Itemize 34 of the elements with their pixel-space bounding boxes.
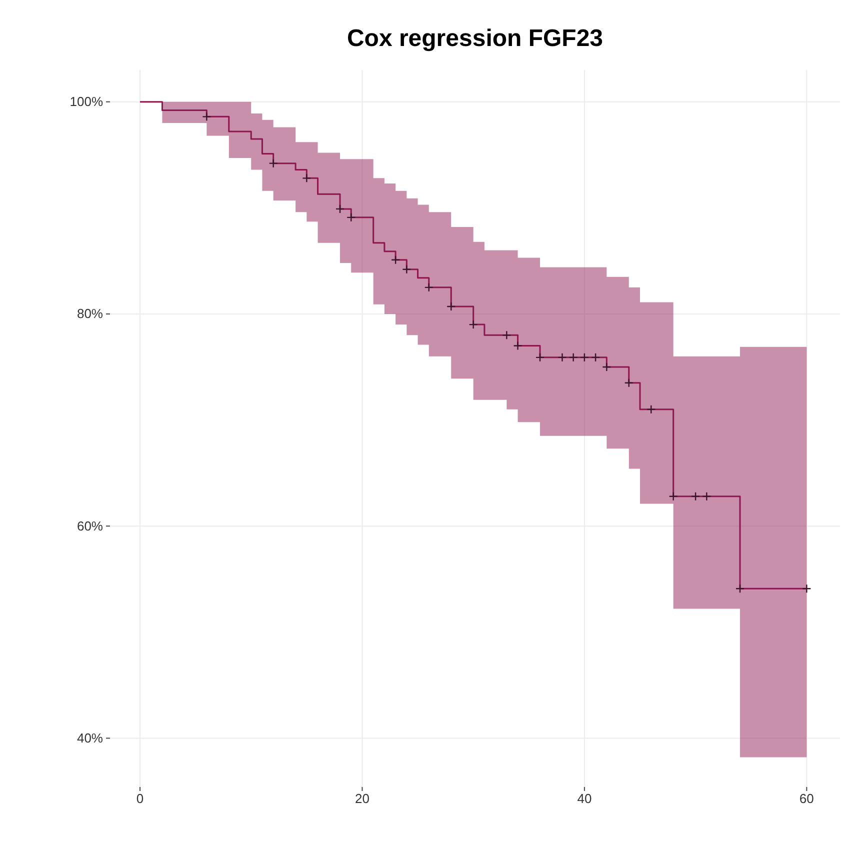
point (202, 112, 212, 122)
point (580, 352, 590, 362)
x-tick-label: 0 (136, 791, 144, 806)
point (646, 404, 656, 414)
point (802, 584, 812, 594)
x-tick-label: 60 (799, 791, 814, 806)
x-tick-label: 20 (354, 791, 370, 806)
point (558, 352, 567, 362)
y-tick-label: 60% (76, 518, 104, 534)
point (335, 204, 345, 214)
point (602, 362, 612, 372)
chart-title: Cox regression FGF23 (346, 25, 604, 52)
point (390, 255, 400, 264)
point (568, 352, 578, 362)
point (624, 378, 634, 388)
point (535, 352, 545, 362)
point (346, 212, 356, 222)
point (268, 158, 278, 168)
point (513, 341, 522, 350)
y-tick-label: 100% (70, 94, 104, 109)
point (590, 352, 600, 362)
point (424, 282, 434, 292)
point (690, 492, 700, 501)
point (735, 584, 745, 594)
point (468, 320, 478, 330)
y-tick-label: 40% (76, 730, 104, 746)
point (446, 302, 456, 312)
point (668, 492, 678, 501)
point (702, 492, 712, 501)
point (402, 264, 412, 274)
point (502, 330, 512, 340)
point (302, 174, 312, 183)
y-tick-label: 80% (76, 306, 104, 322)
x-tick-label: 40 (577, 791, 592, 806)
